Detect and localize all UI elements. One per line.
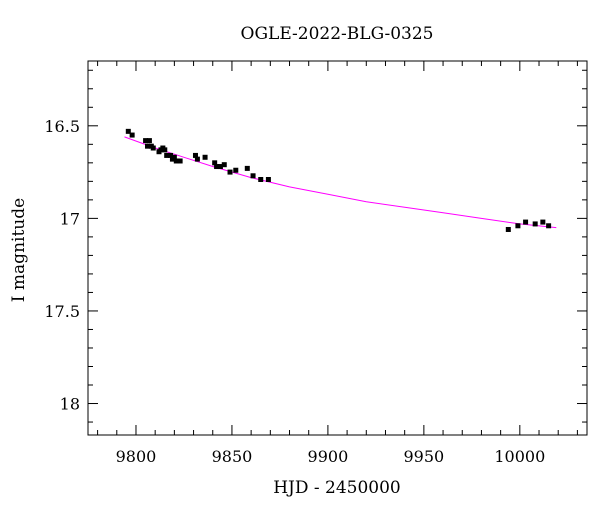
y-tick-label: 18 [60, 395, 80, 414]
point-marker [221, 162, 227, 168]
data-point [168, 152, 174, 158]
point-marker [162, 147, 168, 153]
x-tick-label: 9800 [116, 447, 157, 466]
x-tick-label: 9850 [212, 447, 253, 466]
y-tick-label: 16.5 [44, 117, 80, 136]
axis-ticks [88, 61, 587, 435]
point-marker [233, 167, 239, 173]
point-marker [168, 152, 174, 158]
data-point [173, 158, 179, 164]
data-point [221, 162, 227, 168]
point-marker [258, 176, 264, 182]
plot-frame [87, 60, 588, 436]
data-point [227, 169, 233, 175]
point-marker [143, 138, 149, 144]
data-point [146, 138, 152, 144]
data-point [515, 223, 521, 229]
data-point [250, 173, 256, 179]
point-marker [227, 169, 233, 175]
point-marker [505, 226, 511, 232]
point-marker [173, 158, 179, 164]
data-point [162, 147, 168, 153]
point-marker [202, 154, 208, 160]
data-point [125, 128, 131, 134]
data-point [144, 143, 150, 149]
y-tick-labels: 16.5 17 17.5 18 [44, 117, 80, 414]
data-point [164, 152, 170, 158]
point-marker [546, 223, 552, 229]
x-tick-label: 10000 [494, 447, 545, 466]
y-axis-label: I magnitude [9, 198, 29, 302]
point-marker [515, 223, 521, 229]
y-tick-label: 17.5 [44, 302, 80, 321]
point-marker [125, 128, 131, 134]
data-point [143, 138, 149, 144]
point-marker [177, 158, 183, 164]
point-marker [540, 219, 546, 225]
point-marker [244, 165, 250, 171]
point-marker [265, 176, 271, 182]
point-marker [212, 160, 218, 166]
data-point [532, 221, 538, 227]
data-point [265, 176, 271, 182]
data-point [129, 132, 135, 138]
point-marker [217, 164, 223, 170]
data-point [202, 154, 208, 160]
data-point [258, 176, 264, 182]
data-point [244, 165, 250, 171]
x-tick-labels: 9800 9850 9900 9950 10000 [116, 447, 546, 466]
point-marker [214, 164, 220, 170]
data-point [212, 160, 218, 166]
model-curve [124, 136, 557, 229]
point-marker [192, 152, 198, 158]
point-marker [150, 145, 156, 151]
point-marker [532, 221, 538, 227]
data-point [217, 164, 223, 170]
data-point [177, 158, 183, 164]
data-point [214, 164, 220, 170]
point-marker [146, 138, 152, 144]
y-tick-label: 17 [60, 209, 80, 228]
data-point [192, 152, 198, 158]
point-marker [144, 143, 150, 149]
x-axis-label: HJD - 2450000 [273, 478, 401, 498]
x-tick-label: 9900 [308, 447, 349, 466]
data-point [546, 223, 552, 229]
model-curve-line [124, 136, 557, 229]
point-marker [129, 132, 135, 138]
data-point [194, 156, 200, 162]
point-marker [523, 219, 529, 225]
point-marker [250, 173, 256, 179]
data-points [125, 128, 552, 232]
data-point [540, 219, 546, 225]
point-marker [171, 154, 177, 160]
point-marker [164, 152, 170, 158]
data-point [233, 167, 239, 173]
data-point [171, 154, 177, 160]
data-point [523, 219, 529, 225]
x-tick-label: 9950 [404, 447, 445, 466]
chart-title: OGLE-2022-BLG-0325 [241, 24, 434, 44]
data-point [150, 145, 156, 151]
point-marker [194, 156, 200, 162]
data-point [505, 226, 511, 232]
